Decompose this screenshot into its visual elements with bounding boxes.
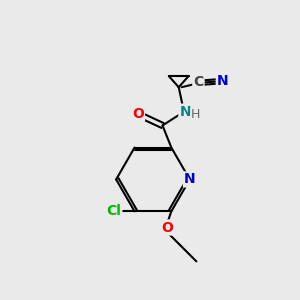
Text: O: O: [161, 220, 173, 235]
Text: C: C: [193, 75, 204, 89]
Text: O: O: [132, 107, 144, 121]
Text: N: N: [184, 172, 196, 186]
Text: H: H: [191, 108, 200, 121]
Text: N: N: [179, 105, 191, 118]
Text: Cl: Cl: [106, 204, 122, 218]
Text: N: N: [217, 74, 228, 88]
